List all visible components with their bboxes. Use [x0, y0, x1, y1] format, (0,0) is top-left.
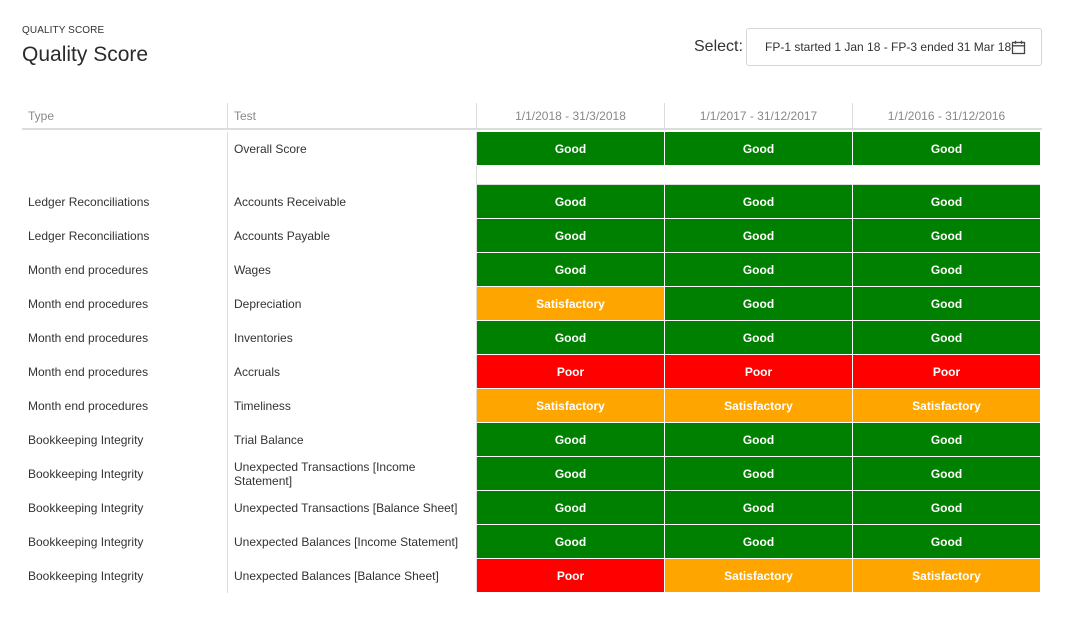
row-test: Unexpected Balances [Balance Sheet]	[227, 559, 476, 593]
score-cell: Good	[852, 253, 1040, 287]
score-cell: Good	[852, 185, 1040, 219]
table-row: Month end procedures Accruals Poor Poor Poor	[22, 355, 1042, 389]
score-cell: Good	[476, 423, 664, 457]
score-cell: Good	[476, 185, 664, 219]
score-cell: Good	[476, 525, 664, 559]
row-type	[22, 132, 227, 166]
spacer-row	[22, 166, 1042, 185]
row-type: Bookkeeping Integrity	[28, 569, 144, 583]
score-cell: Good	[664, 423, 852, 457]
spacer-cell	[664, 166, 852, 185]
score-cell: Poor	[476, 559, 664, 593]
row-test: Overall Score	[227, 132, 476, 166]
score-cell: Satisfactory	[664, 559, 852, 593]
score-cell: Good	[664, 253, 852, 287]
spacer-cell	[227, 166, 476, 185]
row-test: Accounts Payable	[227, 219, 476, 253]
row-type: Month end procedures	[28, 399, 149, 413]
page-title: Quality Score	[22, 43, 149, 66]
row-type: Bookkeeping Integrity	[28, 433, 144, 447]
row-test: Depreciation	[227, 287, 476, 321]
table-row: Bookkeeping Integrity Unexpected Balances…	[22, 559, 1042, 593]
row-test: Accounts Receivable	[227, 185, 476, 219]
score-cell: Satisfactory	[664, 389, 852, 423]
spacer-cell	[22, 166, 227, 185]
score-cell: Satisfactory	[852, 559, 1040, 593]
score-cell: Good	[852, 491, 1040, 525]
score-cell: Satisfactory	[476, 389, 664, 423]
table-body: Ledger Reconciliations Accounts Receivabl…	[22, 185, 1042, 593]
score-cell: Satisfactory	[852, 389, 1040, 423]
row-type: Ledger Reconciliations	[28, 229, 150, 243]
row-type: Month end procedures	[28, 297, 149, 311]
spacer-cell	[476, 166, 664, 185]
breadcrumb: QUALITY SCORE	[22, 25, 105, 36]
period-select-label: Select:	[694, 38, 743, 55]
column-header-test[interactable]: Test	[227, 103, 476, 128]
row-test: Unexpected Transactions [Balance Sheet]	[227, 491, 476, 525]
table-row: Bookkeeping Integrity Unexpected Balances…	[22, 525, 1042, 559]
table-row: Month end procedures Depreciation Satisfac…	[22, 287, 1042, 321]
row-type: Ledger Reconciliations	[28, 195, 150, 209]
period-select[interactable]: FP-1 started 1 Jan 18 - FP-3 ended 31 Ma…	[746, 28, 1042, 66]
score-cell: Good	[664, 491, 852, 525]
row-test: Accruals	[227, 355, 476, 389]
table-row: Ledger Reconciliations Accounts Receivabl…	[22, 185, 1042, 219]
period-select-value: FP-1 started 1 Jan 18 - FP-3 ended 31 Ma…	[765, 40, 1012, 54]
quality-score-table: Type Test 1/1/2018 - 31/3/2018 1/1/2017 …	[22, 103, 1042, 593]
row-type: Bookkeeping Integrity	[28, 501, 144, 515]
row-type: Bookkeeping Integrity	[28, 535, 144, 549]
overall-score-row: Overall Score Good Good Good	[22, 132, 1042, 166]
score-cell: Good	[852, 525, 1040, 559]
column-header-period-1[interactable]: 1/1/2018 - 31/3/2018	[476, 103, 664, 128]
spacer-cell	[852, 166, 1040, 185]
row-test: Unexpected Balances [Income Statement]	[227, 525, 476, 559]
table-row: Bookkeeping Integrity Unexpected Transact…	[22, 491, 1042, 525]
table-row: Bookkeeping Integrity Trial Balance Good Go…	[22, 423, 1042, 457]
score-cell: Good	[476, 457, 664, 491]
score-cell: Poor	[476, 355, 664, 389]
table-row: Month end procedures Inventories Good Good G…	[22, 321, 1042, 355]
score-cell: Poor	[664, 355, 852, 389]
column-header-type[interactable]: Type	[28, 108, 55, 123]
score-cell: Good	[664, 219, 852, 253]
score-cell: Good	[664, 321, 852, 355]
score-cell: Good	[664, 287, 852, 321]
score-cell: Good	[476, 132, 664, 166]
table-row: Month end procedures Timeliness Satisfacto…	[22, 389, 1042, 423]
score-cell: Good	[664, 185, 852, 219]
table-row: Bookkeeping Integrity Unexpected Transact…	[22, 457, 1042, 491]
table-header: Type Test 1/1/2018 - 31/3/2018 1/1/2017 …	[22, 103, 1042, 130]
score-cell: Good	[476, 491, 664, 525]
row-test: Unexpected Transactions [Income Statemen…	[227, 457, 476, 491]
row-test: Timeliness	[227, 389, 476, 423]
score-cell: Good	[852, 219, 1040, 253]
table-row: Month end procedures Wages Good Good Good	[22, 253, 1042, 287]
row-type: Month end procedures	[28, 331, 149, 345]
score-cell: Good	[852, 457, 1040, 491]
score-cell: Good	[852, 321, 1040, 355]
column-header-period-2[interactable]: 1/1/2017 - 31/12/2017	[664, 103, 852, 128]
row-type: Month end procedures	[28, 263, 149, 277]
score-cell: Good	[476, 321, 664, 355]
calendar-icon[interactable]	[1011, 40, 1026, 55]
score-cell: Good	[852, 423, 1040, 457]
score-cell: Good	[852, 132, 1040, 166]
score-cell: Good	[664, 132, 852, 166]
score-cell: Satisfactory	[476, 287, 664, 321]
row-test: Inventories	[227, 321, 476, 355]
row-type: Month end procedures	[28, 365, 149, 379]
score-cell: Good	[852, 287, 1040, 321]
row-test: Wages	[227, 253, 476, 287]
score-cell: Good	[664, 457, 852, 491]
score-cell: Good	[476, 253, 664, 287]
table-row: Ledger Reconciliations Accounts Payable Go…	[22, 219, 1042, 253]
score-cell: Poor	[852, 355, 1040, 389]
score-cell: Good	[664, 525, 852, 559]
score-cell: Good	[476, 219, 664, 253]
row-test: Trial Balance	[227, 423, 476, 457]
column-header-period-3[interactable]: 1/1/2016 - 31/12/2016	[852, 103, 1040, 128]
row-type: Bookkeeping Integrity	[28, 467, 144, 481]
